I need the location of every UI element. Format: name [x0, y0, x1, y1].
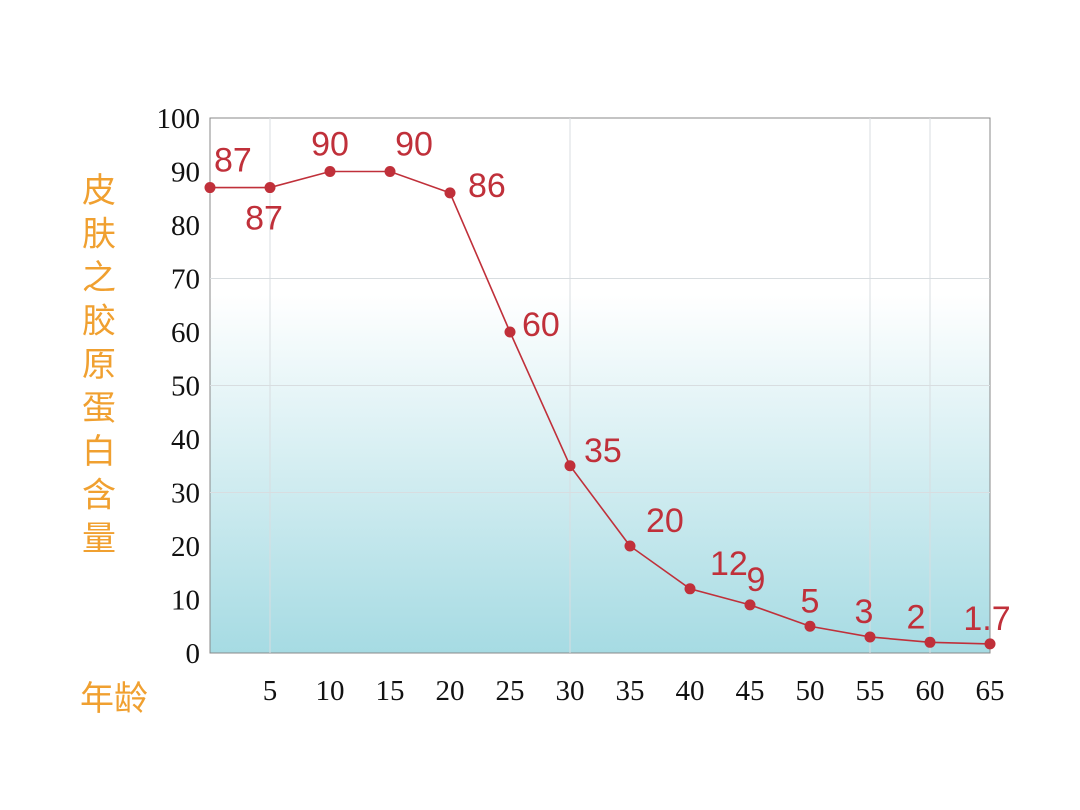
data-label: 90: [311, 126, 349, 164]
x-tick-label: 10: [316, 675, 345, 707]
x-tick-label: 25: [496, 675, 525, 707]
y-axis-title-char: 量: [82, 519, 116, 559]
y-tick-label: 80: [171, 210, 200, 242]
x-tick-label: 30: [556, 675, 585, 707]
data-label: 20: [646, 502, 684, 540]
y-axis-title: 皮肤之胶原蛋白含量: [82, 171, 116, 559]
data-label: 9: [747, 561, 766, 599]
data-label: 12: [710, 545, 748, 583]
data-label: 2: [907, 598, 926, 636]
data-point: [384, 166, 396, 177]
data-label: 86: [468, 167, 506, 205]
x-tick-label: 20: [436, 675, 465, 707]
data-point: [984, 638, 996, 650]
series: [204, 166, 996, 650]
x-ticks: 5 10 15 20 25 30 35 40 45 50 55 60 65: [263, 675, 1005, 707]
y-axis-title-char: 蛋: [82, 389, 116, 429]
y-tick-label: 60: [171, 317, 200, 349]
x-tick-label: 55: [856, 675, 885, 707]
y-tick-label: 100: [157, 103, 201, 135]
y-tick-label: 40: [171, 424, 200, 456]
data-label: 1.7: [963, 600, 1010, 638]
data-point: [924, 636, 936, 648]
x-axis-title: 年龄: [80, 679, 148, 719]
y-axis-title-char: 皮: [82, 171, 116, 211]
data-point: [744, 599, 756, 611]
y-axis-title-char: 肤: [82, 215, 116, 255]
data-point: [564, 460, 576, 472]
data-label: 90: [395, 126, 433, 164]
data-label: 35: [584, 432, 622, 470]
data-label: 87: [214, 142, 252, 180]
y-axis-title-char: 含: [82, 476, 116, 516]
x-tick-label: 50: [796, 675, 825, 707]
data-label: 87: [245, 200, 283, 238]
x-tick-label: 65: [976, 675, 1005, 707]
y-axis-title-char: 原: [82, 345, 116, 385]
y-tick-label: 70: [171, 264, 200, 296]
data-point: [504, 326, 516, 338]
y-tick-label: 30: [171, 478, 200, 510]
y-tick-label: 0: [186, 638, 201, 670]
data-label: 60: [522, 306, 560, 344]
y-tick-label: 50: [171, 371, 200, 403]
y-tick-label: 90: [171, 157, 200, 189]
x-tick-label: 5: [263, 675, 278, 707]
y-axis-title-char: 胶: [82, 302, 116, 342]
y-tick-label: 10: [171, 585, 200, 617]
x-tick-label: 35: [616, 675, 645, 707]
y-tick-label: 20: [171, 531, 200, 563]
x-tick-label: 60: [916, 675, 945, 707]
x-tick-label: 15: [376, 675, 405, 707]
data-label: 3: [855, 593, 874, 631]
data-point: [804, 620, 816, 632]
x-tick-label: 45: [736, 675, 765, 707]
data-point: [324, 166, 336, 177]
data-point: [204, 182, 216, 194]
data-label: 5: [801, 582, 820, 620]
grid: [210, 118, 990, 653]
data-point: [624, 540, 636, 552]
data-point: [264, 182, 276, 194]
data-point: [444, 187, 456, 199]
data-point: [684, 583, 696, 595]
data-point: [864, 631, 876, 643]
y-axis-title-char: 之: [82, 258, 116, 298]
y-ticks: 0 10 20 30 40 50 60 70 80 90 100: [157, 103, 201, 670]
x-tick-label: 40: [676, 675, 705, 707]
y-axis-title-char: 白: [82, 432, 116, 472]
series-line: [210, 170, 991, 645]
